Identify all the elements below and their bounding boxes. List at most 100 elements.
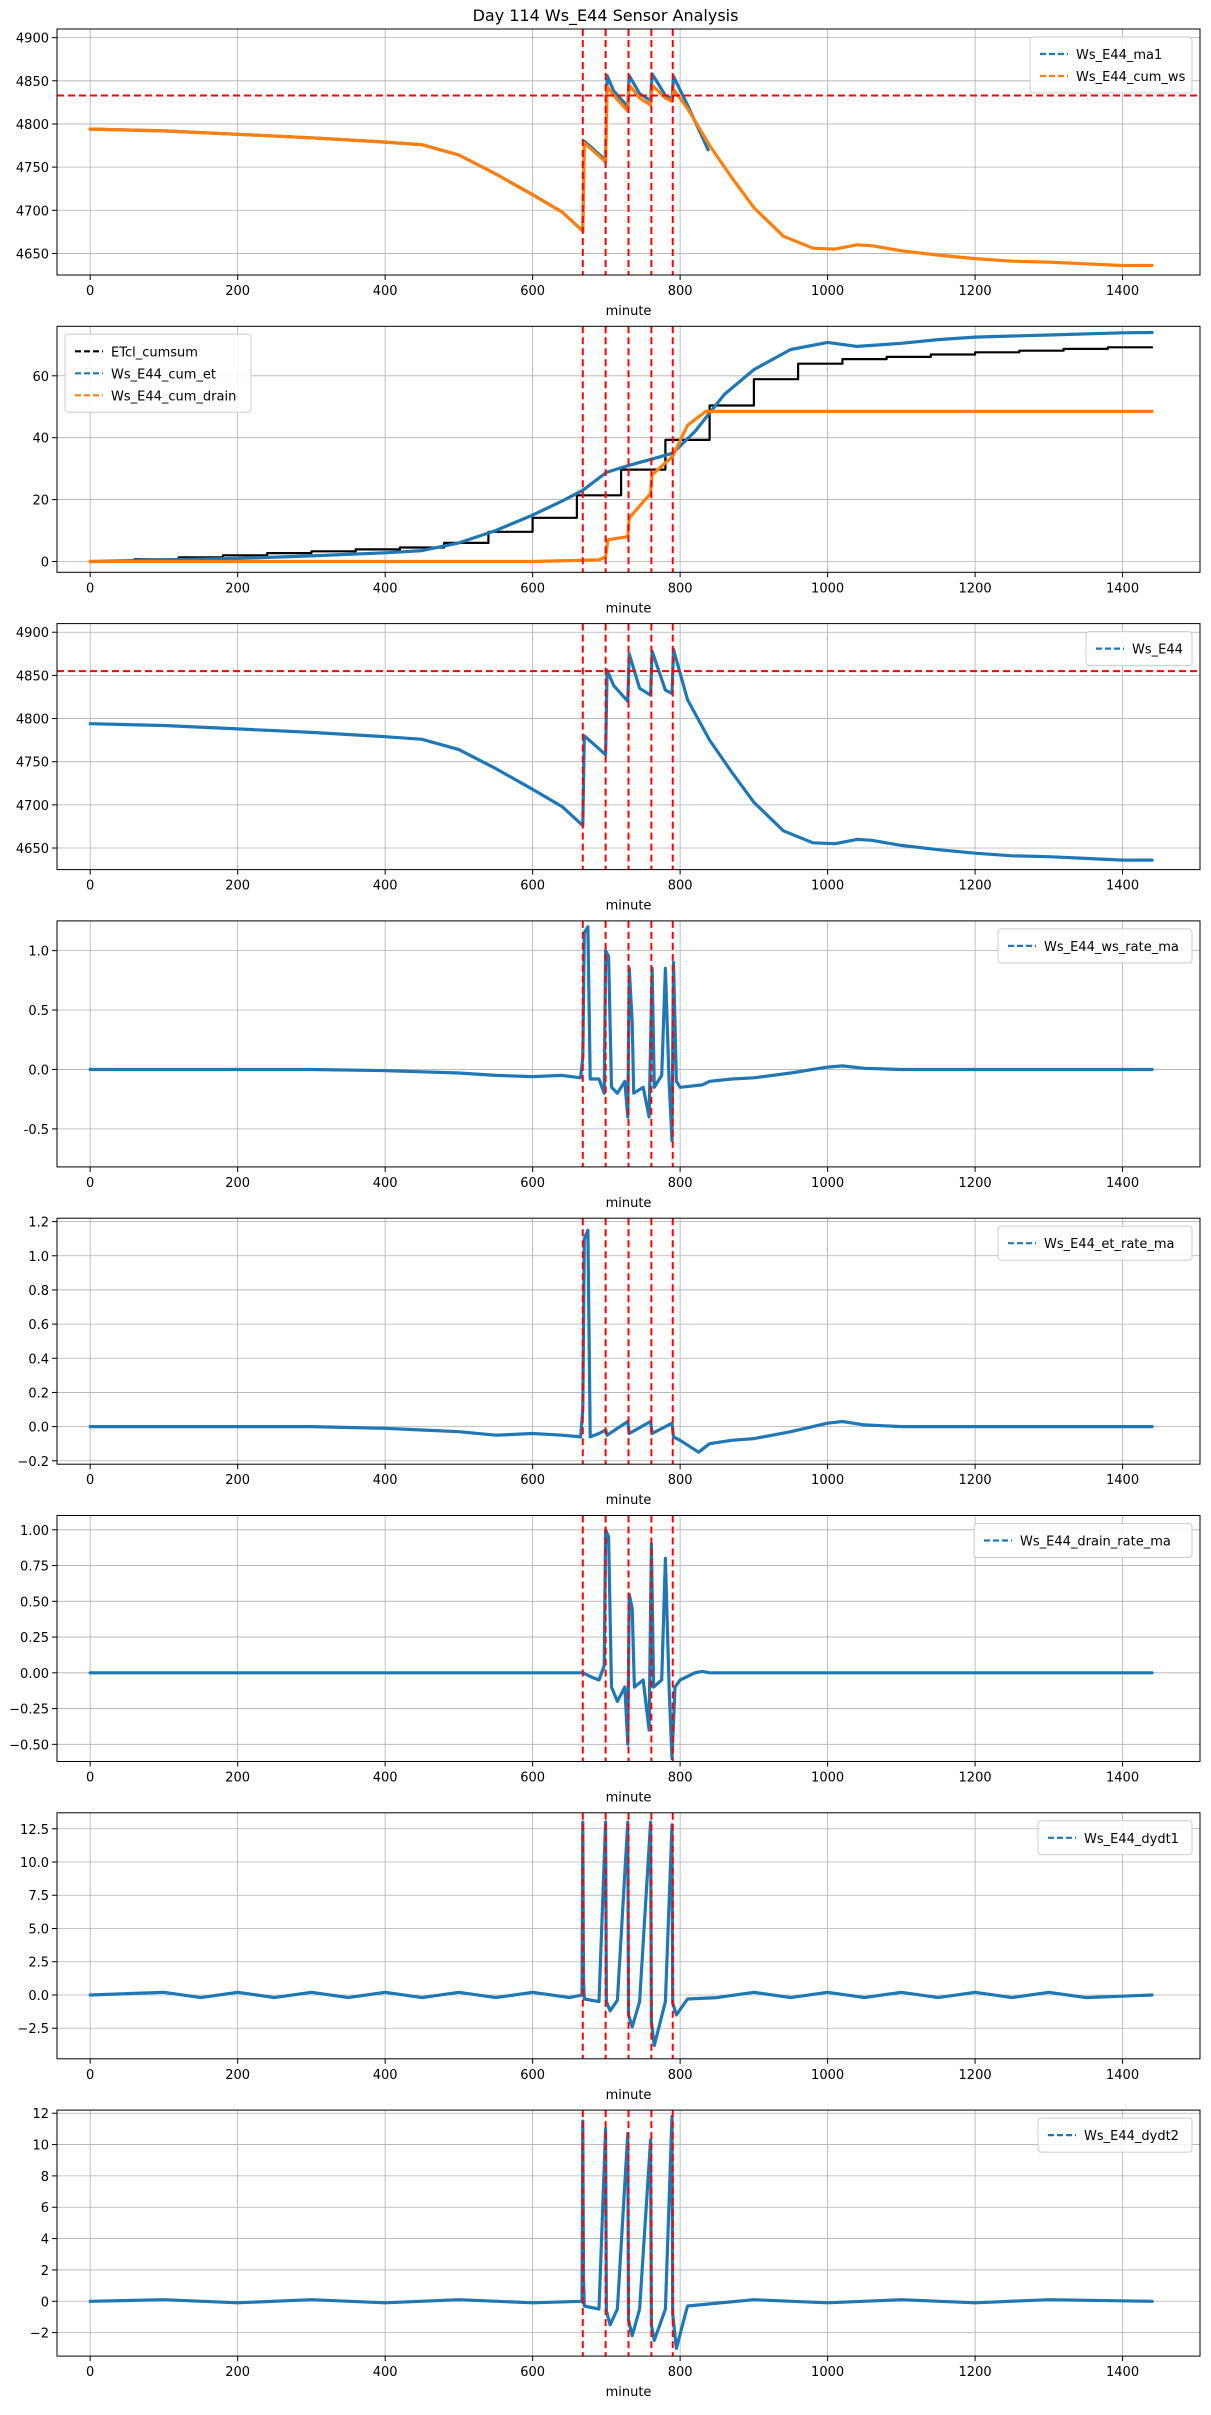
- series-line-Ws_E44: [88, 647, 1154, 862]
- x-axis-label: minute: [606, 304, 652, 319]
- y-tick-label: 1.0: [28, 1250, 49, 1265]
- subplot-5: 0 200 400 600 800 1000 1200 1400 −0.2 0.0 0.2 0.4 0.…: [17, 1216, 1201, 1508]
- y-tick-label: 0.25: [20, 1631, 49, 1646]
- legend-label: Ws_E44_ws_rate_ma: [1044, 940, 1179, 955]
- y-tick-label: 20: [32, 494, 49, 509]
- x-tick-label: 1200: [959, 879, 992, 894]
- x-tick-label: 600: [520, 1176, 545, 1191]
- legend-box: [997, 928, 1193, 964]
- y-tick-label: 0.0: [28, 1063, 49, 1078]
- series-line-Ws_E44_cum_ws: [88, 83, 1154, 268]
- subplot-3: 0 200 400 600 800 1000 1200 1400 4650 4700 4750 480…: [16, 623, 1201, 914]
- y-tick-label: 0.4: [28, 1352, 49, 1367]
- x-tick-label: 0: [86, 2365, 94, 2380]
- x-tick-label: 400: [373, 2365, 398, 2380]
- legend-label: Ws_E44_ma1: [1076, 48, 1162, 63]
- x-tick-label: 200: [225, 1771, 250, 1786]
- legend: Ws_E44: [1085, 631, 1193, 667]
- y-tick-label: 6: [41, 2201, 49, 2216]
- subplot-7: 0 200 400 600 800 1000 1200 1400 −2.5 0.0 2.5 5.0 7.…: [17, 1812, 1201, 2103]
- series-line-Ws_E44_et_rate_ma: [88, 1228, 1154, 1454]
- x-tick-label: 0: [86, 1771, 94, 1786]
- x-tick-label: 800: [668, 1176, 693, 1191]
- y-tick-label: −2: [30, 2327, 49, 2342]
- x-tick-label: 1000: [811, 284, 844, 299]
- x-tick-label: 1000: [811, 2365, 844, 2380]
- x-tick-label: 1200: [959, 1473, 992, 1488]
- series-group: [88, 1820, 1154, 2048]
- x-tick-label: 400: [373, 581, 398, 596]
- y-tick-label: 0: [41, 2295, 49, 2310]
- x-tick-label: 800: [668, 581, 693, 596]
- x-tick-label: 200: [225, 581, 250, 596]
- y-tick-label: −0.50: [9, 1738, 49, 1753]
- subplot-4: 0 200 400 600 800 1000 1200 1400 -0.5 0.0 0.5 1.0 mi…: [24, 920, 1201, 1211]
- x-tick-label: 400: [373, 879, 398, 894]
- x-axis-label: minute: [606, 601, 652, 616]
- x-tick-label: 200: [225, 2068, 250, 2083]
- y-tick-label: 4: [41, 2233, 49, 2248]
- series-group: [88, 1528, 1154, 1761]
- x-tick-label: 0: [86, 1176, 94, 1191]
- subplot-1: 0 200 400 600 800 1000 1200 1400 4650 4700 4750 480…: [16, 28, 1201, 319]
- x-tick-label: 0: [86, 2068, 94, 2083]
- x-tick-label: 600: [520, 2068, 545, 2083]
- legend-label: Ws_E44_cum_ws: [1076, 70, 1186, 85]
- axes-frame: [56, 325, 1201, 573]
- y-tick-label: 8: [41, 2170, 49, 2185]
- x-tick-label: 1200: [959, 2365, 992, 2380]
- x-axis-label: minute: [606, 1791, 652, 1806]
- legend: Ws_E44_ma1 Ws_E44_cum_ws: [1029, 36, 1193, 94]
- y-tick-label: 0: [41, 555, 49, 570]
- x-axis-label: minute: [606, 1196, 652, 1211]
- series-group: [88, 2114, 1154, 2350]
- y-tick-label: 12: [32, 2107, 49, 2122]
- x-axis-label: minute: [606, 2385, 652, 2400]
- x-tick-label: 800: [668, 1771, 693, 1786]
- legend-label: Ws_E44_cum_drain: [111, 389, 236, 404]
- series-line-Ws_E44_dydt2: [88, 2114, 1154, 2350]
- legend-box: [997, 1225, 1193, 1261]
- subplot-8: 0 200 400 600 800 1000 1200 1400 −2 0 2 4 6 8 10 12 minu…: [30, 2107, 1201, 2400]
- y-tick-label: 40: [32, 432, 49, 447]
- series-group: [88, 72, 1154, 268]
- x-tick-label: 200: [225, 1176, 250, 1191]
- legend-box: [64, 333, 252, 413]
- x-tick-label: 800: [668, 1473, 693, 1488]
- x-tick-label: 400: [373, 2068, 398, 2083]
- x-tick-label: 600: [520, 1771, 545, 1786]
- y-tick-label: 0.75: [20, 1560, 49, 1575]
- y-tick-label: −2.5: [17, 2022, 49, 2037]
- legend-label: ETcl_cumsum: [111, 345, 198, 360]
- y-tick-label: 4650: [16, 842, 49, 857]
- series-line-Ws_E44_dydt1: [88, 1820, 1154, 2048]
- x-tick-label: 400: [373, 1473, 398, 1488]
- subplot-6: 0 200 400 600 800 1000 1200 1400 −0.50 −0.25 0.00 0…: [9, 1515, 1201, 1806]
- x-tick-label: 1400: [1106, 284, 1139, 299]
- x-tick-label: 1400: [1106, 1771, 1139, 1786]
- y-tick-label: 4650: [16, 247, 49, 262]
- axes-frame: [56, 623, 1201, 871]
- x-tick-label: 1400: [1106, 2068, 1139, 2083]
- x-tick-label: 1000: [811, 1771, 844, 1786]
- legend-box: [1037, 2117, 1193, 2153]
- y-tick-label: 4800: [16, 118, 49, 133]
- y-tick-label: 7.5: [28, 1889, 49, 1904]
- x-tick-label: 1400: [1106, 1473, 1139, 1488]
- axes-frame: [56, 1515, 1201, 1762]
- x-tick-label: 1400: [1106, 1176, 1139, 1191]
- x-tick-label: 1000: [811, 2068, 844, 2083]
- y-tick-label: 0.00: [20, 1667, 49, 1682]
- y-tick-label: 4750: [16, 756, 49, 771]
- y-tick-label: 60: [32, 370, 49, 385]
- x-tick-label: 600: [520, 1473, 545, 1488]
- y-tick-label: 2: [41, 2264, 49, 2279]
- y-tick-label: 0.5: [28, 1004, 49, 1019]
- x-tick-label: 0: [86, 284, 94, 299]
- legend-box: [1037, 1820, 1193, 1856]
- legend-label: Ws_E44_dydt2: [1084, 2129, 1179, 2144]
- y-tick-label: −0.25: [9, 1703, 49, 1718]
- axes-frame: [56, 28, 1201, 276]
- y-tick-label: -0.5: [24, 1123, 49, 1138]
